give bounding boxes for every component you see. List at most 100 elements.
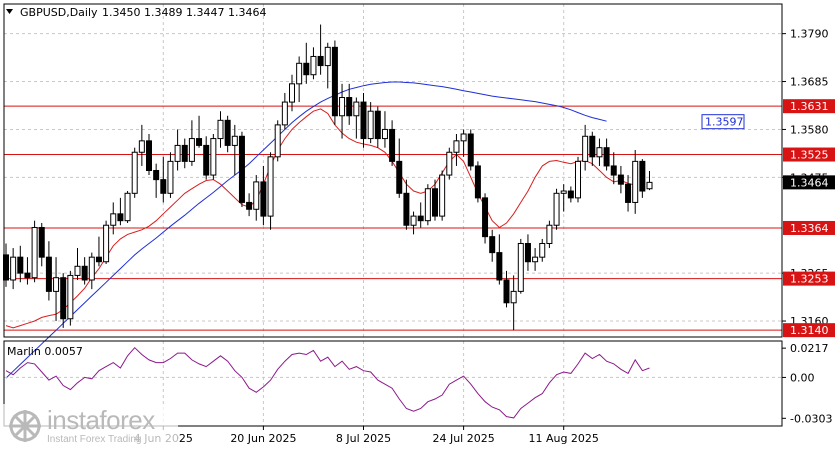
candle — [188, 120, 195, 166]
candle-body-bearish — [160, 179, 167, 194]
time-tick-label: 11 Aug 2025 — [528, 432, 598, 445]
candle — [310, 47, 317, 80]
panel-frames — [3, 3, 783, 427]
candle-body-bullish — [10, 256, 17, 281]
candle-body-bearish — [617, 174, 624, 185]
price-tick-label: 1.3580 — [790, 123, 829, 136]
candle — [510, 275, 517, 331]
candle-body-bearish — [303, 62, 310, 76]
candle — [317, 24, 324, 75]
candle — [131, 147, 138, 198]
candle-body-bullish — [110, 213, 117, 226]
time-tick-label: 24 Jul 2025 — [432, 432, 494, 445]
price-axis: 1.37901.36851.35801.34751.32651.31601.36… — [701, 28, 835, 425]
candle-body-bearish — [360, 101, 367, 140]
candle-body-bullish — [253, 181, 260, 210]
candle — [632, 149, 639, 214]
candle — [260, 165, 267, 226]
symbol-label: GBPUSD,Daily — [20, 6, 98, 19]
price-tick-label: 1.3685 — [790, 76, 829, 89]
chart-header: GBPUSD,Daily 1.3450 1.3489 1.3447 1.3464… — [6, 6, 266, 358]
candle — [603, 138, 610, 171]
candle — [196, 115, 203, 148]
candle — [24, 257, 31, 285]
candle-body-bearish — [374, 110, 381, 140]
candle-body-bearish — [81, 265, 88, 281]
grid — [4, 4, 782, 426]
osc-tick-label: 0.0217 — [790, 342, 829, 355]
instaforex-logo-icon — [9, 410, 41, 442]
candle-body-bullish — [517, 242, 524, 292]
candle-body-bearish — [625, 183, 632, 203]
candle — [203, 136, 210, 180]
candle — [81, 257, 88, 285]
candle-body-bullish — [138, 140, 145, 153]
candle-body-bearish — [467, 133, 474, 167]
candle-body-bullish — [460, 133, 467, 142]
candle-body-bullish — [281, 101, 288, 126]
red-ma-line — [5, 108, 636, 329]
level-price-label: 1.3631 — [790, 100, 829, 113]
candle — [267, 152, 274, 230]
candle — [596, 138, 603, 166]
candle-body-bullish — [410, 215, 417, 226]
candle-body-bearish — [496, 252, 503, 281]
level-price-label: 1.3364 — [790, 222, 829, 235]
dropdown-triangle-icon[interactable] — [6, 9, 13, 14]
candle-body-bearish — [246, 201, 253, 210]
candle — [289, 74, 295, 112]
candle-body-bearish — [417, 215, 424, 222]
candle-body-bullish — [53, 277, 60, 292]
candle-body-bearish — [503, 279, 510, 304]
candle — [453, 134, 460, 166]
candle — [353, 97, 360, 139]
candle — [181, 138, 188, 169]
candle-body-bearish — [196, 138, 203, 146]
candle-body-bullish — [381, 128, 388, 140]
blue-ma-line — [5, 81, 607, 379]
candle-body-bearish — [474, 165, 481, 199]
candle — [53, 257, 60, 322]
candle-body-bullish — [424, 188, 431, 222]
candle — [31, 220, 38, 283]
candle — [38, 222, 45, 267]
candle-body-bearish — [489, 236, 496, 254]
candle-body-bullish — [67, 274, 74, 320]
current-price-box — [783, 175, 835, 190]
candle — [524, 234, 531, 271]
candle-body-bearish — [224, 119, 231, 146]
candle — [339, 83, 346, 139]
candle — [503, 270, 510, 308]
candle — [553, 188, 560, 230]
candle-body-bullish — [596, 147, 603, 158]
price-tick-label: 1.3790 — [790, 28, 829, 41]
watermark-name: instaforex — [47, 405, 155, 435]
candle-body-bearish — [331, 46, 338, 117]
candle-body-bullish — [453, 140, 460, 153]
candle — [153, 163, 160, 198]
current-price-label: 1.3464 — [790, 176, 829, 189]
candle — [324, 42, 331, 89]
candle-body-bullish — [367, 110, 374, 140]
candle-body-bearish — [396, 160, 403, 194]
candle-body-bullish — [532, 256, 539, 263]
candle — [217, 111, 224, 148]
candle — [489, 229, 496, 262]
candle-body-bullish — [296, 62, 303, 85]
candle — [224, 115, 231, 153]
candle — [482, 193, 489, 244]
candle-body-bearish — [17, 256, 24, 274]
moving-averages — [5, 81, 636, 379]
candle — [460, 129, 467, 157]
level-price-box — [783, 271, 835, 286]
level-price-box — [783, 220, 835, 235]
candle-body-bullish — [582, 135, 589, 162]
candle-body-bullish — [510, 290, 517, 304]
candle — [146, 134, 152, 176]
candle-body-bearish — [181, 144, 188, 162]
candle-body-bearish — [117, 213, 124, 222]
candle — [617, 165, 624, 194]
candle — [60, 273, 67, 328]
marlin-oscillator-line — [5, 346, 650, 419]
